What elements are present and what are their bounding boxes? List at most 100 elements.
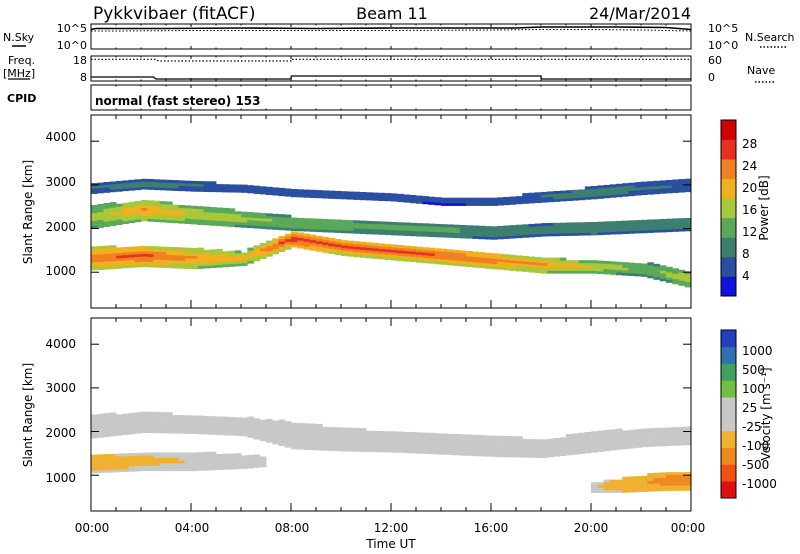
power-cell-2-1346 [441,200,448,204]
power-cell-0-47 [122,257,129,261]
power-cell-1-654 [122,208,129,211]
velocity-cell-1-445 [291,425,298,429]
velocity-cell-1-770 [534,439,542,443]
power-cell-2-1387 [522,193,529,197]
power-cell-2-1300 [347,196,354,200]
velocity-cell-1-232 [122,418,129,422]
velocity-cell-0-43 [128,466,136,470]
velocity-cell-1-410 [272,436,279,440]
power-cell-2-1434 [597,195,604,199]
velocity-cell-1-371 [241,425,248,429]
velocity-cell-1-183 [91,435,98,439]
power-cell-0-591 [672,271,679,274]
velocity-cell-1-224 [116,419,123,423]
power-cell-2-1360 [472,203,479,206]
velocity-cell-1-518 [341,438,348,442]
velocity-cell-1-634 [428,440,436,444]
velocity-cell-0-34 [116,453,123,457]
velocity-cell-1-649 [441,444,448,447]
power-cell-0-330 [391,257,398,261]
power-cell-0-274 [328,240,336,244]
velocity-cell-1-239 [128,420,136,424]
power-cell-1-1101 [616,220,623,224]
velocity-cell-1-364 [234,425,242,429]
velocity-cell-1-733 [503,436,511,439]
power-cell-1-1123 [647,227,654,231]
power-cell-2-1472 [641,184,648,188]
velocity-cell-1-593 [397,442,404,446]
power-cell-0-370 [428,250,436,254]
power-cell-1-750 [203,217,211,221]
power-cell-0-572 [653,269,661,273]
power-cell-0-573 [653,266,661,270]
power-cell-0-526 [597,263,604,267]
power-cell-2-1162 [97,187,104,191]
power-cell-1-765 [216,215,223,219]
velocity-cell-1-855 [609,447,617,451]
power-cell-1-1143 [672,226,679,230]
velocity-cell-1-299 [178,428,186,432]
velocity-cell-1-696 [478,448,486,452]
power-cell-1-725 [178,207,186,211]
power-cell-1-771 [222,218,229,222]
velocity-cell-1-509 [334,437,342,441]
power-cell-0-571 [653,271,661,275]
power-cell-0-508 [578,270,586,274]
power-cell-1-1029 [528,229,536,233]
power-cell-0-77 [147,261,154,265]
velocity-cell-2-985 [634,484,642,487]
power-cell-0-495 [559,262,567,266]
power-cell-1-1099 [616,226,623,230]
velocity-cell-1-225 [116,417,123,420]
velocity-cell-1-752 [522,449,529,453]
power-cell-2-1382 [516,198,523,202]
power-cell-2-1388 [528,200,536,204]
velocity-cell-2-986 [634,481,642,485]
velocity-cell-1-618 [416,440,423,444]
power-cell-2-1201 [159,187,167,191]
power-cell-0-328 [384,246,392,250]
velocity-cell-2-969 [616,482,623,486]
velocity-cell-0-68 [147,455,154,459]
power-cell-1-1072 [584,232,592,236]
velocity-cell-1-347 [222,432,229,436]
velocity-cell-1-592 [397,444,404,448]
power-cell-1-880 [341,222,348,226]
velocity-cell-1-362 [234,430,242,434]
power-cell-1-1016 [509,225,517,229]
velocity-cell-1-465 [303,426,311,429]
velocity-cell-1-700 [478,437,486,441]
power-cell-0-187 [241,263,248,266]
power-cell-0-255 [309,239,317,243]
power-cell-1-650 [122,218,129,222]
power-cell-0-399 [459,255,467,259]
power-cell-0-521 [591,262,598,266]
power-cell-1-964 [447,229,454,233]
power-cell-2-1249 [241,189,248,193]
power-cell-2-1483 [653,180,661,184]
power-cell-0-322 [378,246,386,249]
power-cell-0-523 [597,271,604,275]
power-cell-1-698 [159,216,167,220]
velocity-cell-1-718 [497,454,504,458]
velocity-cell-0-47 [128,455,136,459]
power-cell-0-91 [153,246,161,250]
power-cell-1-1100 [616,223,623,227]
velocity-cell-1-681 [466,445,473,449]
power-cell-0-157 [209,259,217,263]
power-cell-0-67 [134,246,142,250]
power-cell-2-1304 [353,194,361,198]
velocity-cell-1-789 [553,443,561,447]
power-cell-1-797 [247,220,254,223]
velocity-cell-1-888 [634,437,642,440]
power-cell-2-1270 [284,193,292,197]
velocity-cell-1-714 [491,443,498,447]
power-cell-2-1380 [509,196,517,200]
power-cell-2-1455 [622,191,629,195]
velocity-cell-1-201 [103,434,111,438]
power-cell-1-843 [297,225,304,229]
velocity-cell-0-147 [222,464,229,468]
power-cell-0-48 [122,254,129,258]
power-cell-1-975 [459,227,467,231]
velocity-cell-1-398 [259,419,267,423]
